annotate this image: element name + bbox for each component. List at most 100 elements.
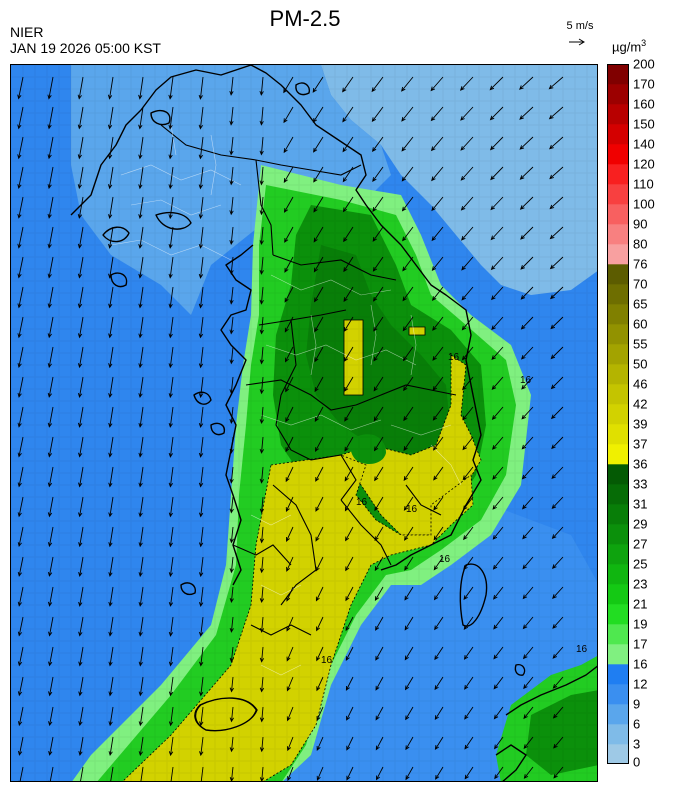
wind-arrow [342, 166, 354, 183]
wind-arrow [549, 226, 564, 240]
color-bin [607, 264, 629, 285]
scale-tick-label: 17 [633, 636, 648, 652]
contour-label: 16 [520, 375, 532, 386]
wind-arrow [519, 166, 534, 180]
wind-arrow [138, 196, 144, 220]
scale-tick-label: 21 [633, 596, 648, 612]
contour-label: 16 [406, 504, 418, 515]
wind-arrow [198, 286, 204, 309]
wind-arrow [373, 286, 384, 302]
wind-arrow [552, 646, 564, 659]
wind-arrow [405, 766, 414, 781]
wind-arrow [229, 406, 234, 425]
wind-arrow [283, 106, 294, 124]
color-bin [607, 644, 629, 665]
wind-arrow [286, 556, 294, 572]
color-bin [607, 204, 629, 225]
wind-arrow [259, 106, 264, 126]
wind-arrow [343, 316, 354, 332]
wind-arrow [229, 76, 234, 96]
wind-arrow [433, 556, 444, 571]
wind-arrow [47, 586, 54, 607]
scale-tick-label: 120 [633, 156, 655, 172]
wind-arrow [108, 256, 114, 279]
wind-arrow [168, 316, 174, 339]
wind-arrow [316, 616, 324, 632]
wind-arrow [490, 256, 504, 271]
wind-arrow [519, 106, 534, 120]
wind-arrow [315, 586, 324, 602]
wind-arrow [522, 586, 534, 600]
color-bin [607, 244, 629, 265]
wind-arrow [371, 106, 384, 123]
wind-arrow [47, 436, 54, 458]
wind-reference-arrow-icon [569, 38, 585, 46]
wind-arrow [108, 526, 114, 548]
wind-arrow [285, 466, 294, 483]
scale-tick-label: 140 [633, 136, 655, 152]
wind-arrow [520, 316, 534, 330]
wind-arrow [346, 766, 354, 781]
wind-arrow [521, 376, 534, 390]
scale-tick-label: 170 [633, 76, 655, 92]
wind-arrow [17, 286, 24, 309]
wind-arrow [138, 586, 144, 607]
wind-arrow [522, 496, 534, 510]
wind-arrow [259, 436, 264, 454]
wind-arrow [493, 646, 504, 660]
wind-arrow [47, 466, 54, 488]
wind-arrow [314, 346, 324, 363]
color-bin [607, 344, 629, 365]
wind-arrow [523, 676, 534, 690]
wind-arrow [523, 736, 534, 750]
scale-tick-label: 50 [633, 356, 648, 372]
wind-arrow [460, 166, 474, 181]
map-canvas: 16 16 16 16 16 16 16 [11, 65, 597, 781]
wind-arrow [404, 676, 414, 691]
wind-arrow [286, 706, 294, 722]
wind-arrow [345, 556, 354, 572]
wind-arrow [168, 196, 174, 220]
wind-arrow [401, 166, 414, 182]
wind-arrow [198, 226, 204, 249]
color-bin [607, 504, 629, 525]
concentration-map[interactable]: 16 16 16 16 16 16 16 [10, 64, 598, 782]
wind-arrow [286, 616, 294, 632]
wind-arrow [404, 586, 414, 601]
color-bin [607, 324, 629, 345]
wind-arrow [259, 286, 264, 305]
wind-arrow [430, 76, 444, 92]
wind-arrow [283, 136, 294, 154]
wind-arrow [198, 526, 204, 548]
color-bin [607, 124, 629, 145]
wind-arrow [430, 136, 444, 152]
wind-arrow [48, 736, 54, 756]
wind-arrow [47, 166, 54, 190]
wind-arrow [283, 166, 294, 183]
wind-arrow [316, 676, 324, 692]
wind-arrow [108, 286, 114, 309]
wind-arrow [461, 256, 474, 271]
wind-arrow [460, 196, 474, 211]
wind-arrow [229, 346, 234, 365]
wind-arrow [138, 406, 144, 428]
wind-arrow [138, 226, 144, 249]
wind-arrow [78, 676, 84, 697]
wind-arrow [17, 556, 24, 577]
wind-arrow [313, 136, 324, 153]
wind-arrow [550, 346, 564, 360]
wind-arrow [463, 556, 474, 571]
wind-arrow [78, 586, 84, 607]
wind-arrow [259, 586, 265, 604]
wind-arrow [373, 376, 384, 392]
scale-tick-label: 100 [633, 196, 655, 212]
wind-arrow [434, 646, 444, 661]
wind-arrow [198, 496, 204, 518]
scale-tick-label: 33 [633, 476, 648, 492]
wind-arrow [229, 586, 234, 604]
wind-arrow [259, 316, 264, 335]
wind-arrow [168, 646, 174, 667]
wind-arrow [344, 466, 354, 482]
wind-arrow [312, 76, 324, 93]
color-bin [607, 304, 629, 325]
